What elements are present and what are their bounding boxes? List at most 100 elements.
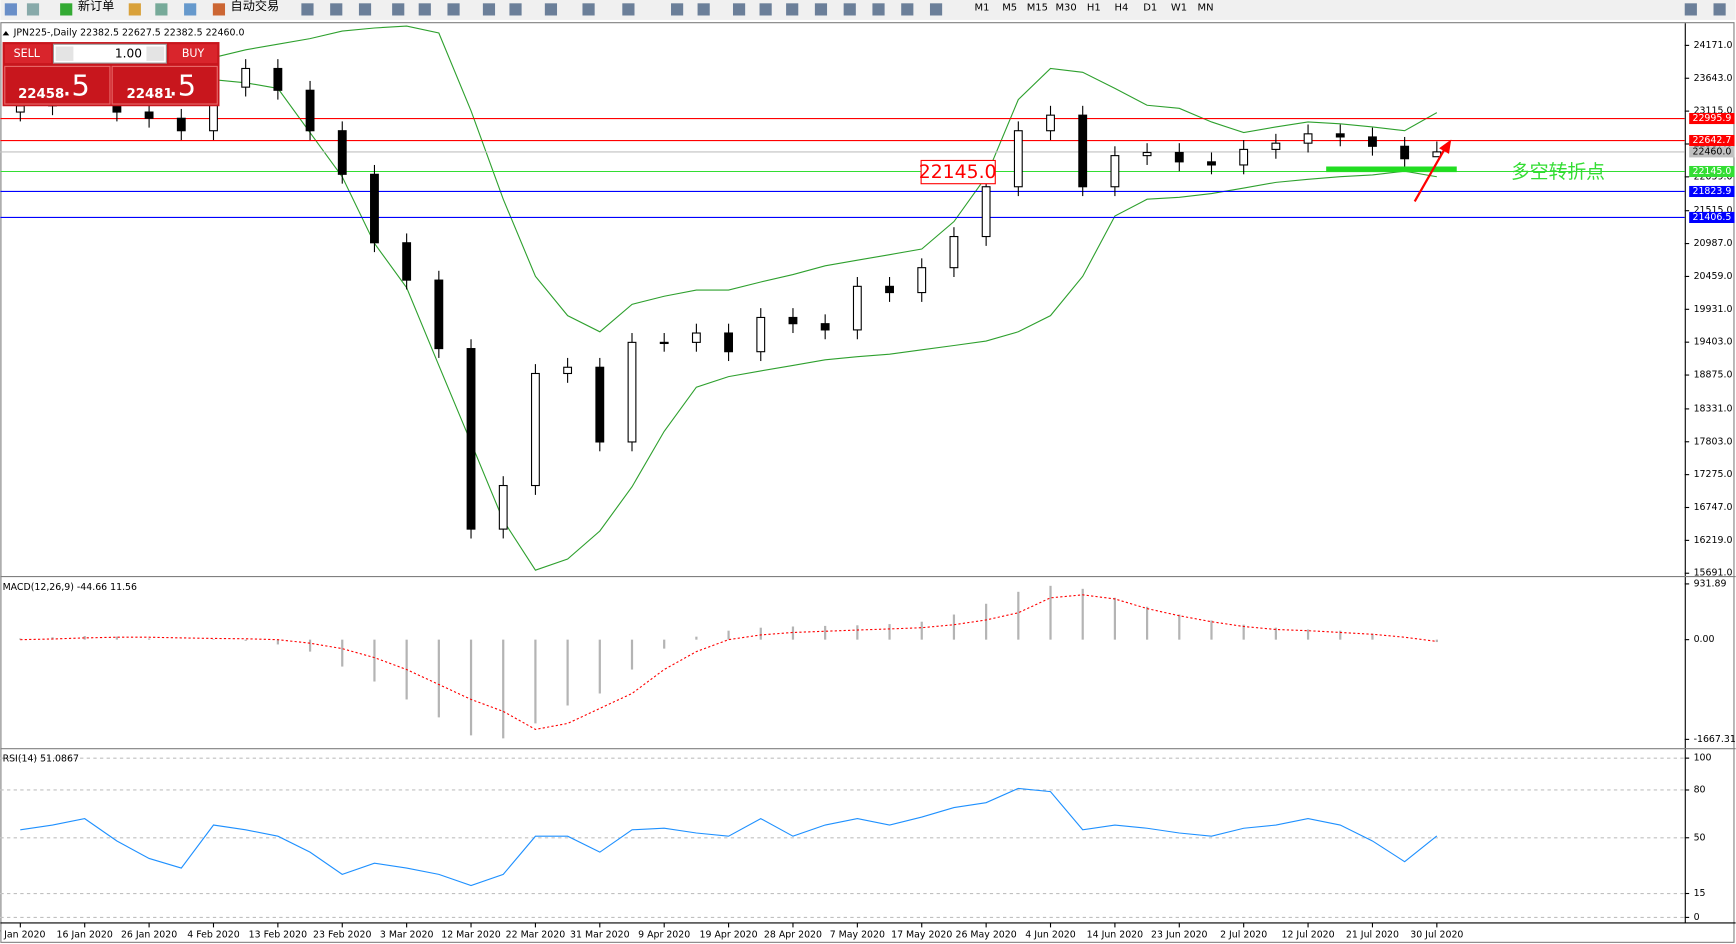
lot-input[interactable] <box>52 43 167 64</box>
x-tick-label: 13 Feb 2020 <box>249 930 307 941</box>
y-tick-label: 50 <box>1694 832 1706 843</box>
icon[interactable] <box>582 3 595 16</box>
candle-body <box>1142 151 1152 157</box>
lot-up[interactable] <box>146 46 165 61</box>
lot-down[interactable] <box>55 46 74 61</box>
icon[interactable] <box>814 3 828 16</box>
one-click-trading-panel: SELL 1.00 BUY 22458 .5 22481 .5 <box>2 42 220 107</box>
icon[interactable] <box>509 3 522 16</box>
sell-price-frac: .5 <box>62 68 89 102</box>
auto-trading-icon[interactable] <box>212 3 226 16</box>
sell-label[interactable]: SELL <box>14 47 41 60</box>
icon[interactable] <box>301 3 314 16</box>
icon[interactable] <box>128 3 141 16</box>
icon[interactable] <box>330 3 343 16</box>
toolbar-icons <box>301 3 1726 16</box>
price-level-tag <box>1689 165 1735 178</box>
y-tick-label: -1667.31 <box>1694 734 1736 745</box>
x-tick-label: 28 Apr 2020 <box>764 930 822 941</box>
candle-body <box>1110 155 1120 188</box>
price-level-label: 22995.9 <box>1692 113 1731 124</box>
icon[interactable] <box>759 3 772 16</box>
sell-price: 22458 <box>18 87 64 102</box>
price-level-tag <box>1689 134 1735 147</box>
icon[interactable] <box>1713 3 1726 16</box>
sell-price-box[interactable] <box>4 65 111 105</box>
icon[interactable] <box>447 3 460 16</box>
timeframe-button[interactable]: W1 <box>1171 3 1187 14</box>
plot-area: 24171.023643.023115.022587.022059.021515… <box>0 25 1736 941</box>
auto-trading-button[interactable]: 自动交易 <box>231 0 280 13</box>
timeframe-button[interactable]: D1 <box>1143 3 1157 14</box>
candle-body <box>434 279 444 350</box>
buy-price: 22481 <box>127 87 173 102</box>
icon[interactable] <box>358 3 372 16</box>
y-tick-label: 16219.0 <box>1694 535 1733 546</box>
icon[interactable] <box>544 3 558 16</box>
y-tick-label: 15691.0 <box>1694 568 1733 579</box>
timeframe-button[interactable]: H4 <box>1115 3 1129 14</box>
icon[interactable] <box>732 3 746 16</box>
candle-body <box>144 111 154 119</box>
x-tick-label: 23 Jun 2020 <box>1151 930 1208 941</box>
sell-button[interactable] <box>4 44 52 64</box>
icon[interactable] <box>392 3 405 16</box>
y-tick-label: 0.00 <box>1694 634 1715 645</box>
icon[interactable] <box>482 3 496 16</box>
icon[interactable] <box>1684 3 1697 16</box>
candle-body <box>885 285 894 294</box>
candle-body <box>852 285 862 331</box>
x-tick-label: 21 Jul 2020 <box>1346 930 1399 941</box>
timeframe-button[interactable]: M15 <box>1027 3 1048 14</box>
timeframe-button[interactable]: M1 <box>975 3 990 14</box>
candle-body <box>1046 114 1055 132</box>
icon[interactable] <box>872 3 885 16</box>
candle-body <box>724 332 734 353</box>
candle-body <box>691 332 701 343</box>
buy-button[interactable] <box>168 44 218 64</box>
candle-body <box>1013 130 1023 188</box>
icon[interactable] <box>622 3 635 16</box>
price-level-tag <box>1689 112 1735 125</box>
timeframe-button[interactable]: MN <box>1198 3 1214 14</box>
timeframe-button[interactable]: H1 <box>1087 3 1101 14</box>
annotation-label: 多空转折点 <box>1511 161 1605 183</box>
icon[interactable] <box>418 3 431 16</box>
candle-body <box>756 316 766 353</box>
lot-value[interactable]: 1.00 <box>115 47 142 61</box>
x-tick-label: 12 Mar 2020 <box>441 930 501 941</box>
x-tick-label: 7 Jan 2020 <box>0 930 46 941</box>
annotation-box <box>920 159 996 185</box>
new-order-icon[interactable] <box>60 3 73 16</box>
icon[interactable] <box>786 3 799 16</box>
icon[interactable] <box>697 3 710 16</box>
arrow <box>1413 146 1447 202</box>
icon[interactable] <box>26 3 40 16</box>
candle-body <box>1400 145 1410 160</box>
y-tick-label: 18331.0 <box>1694 403 1733 414</box>
icon[interactable] <box>671 3 684 16</box>
price-level-label: 21823.9 <box>1692 186 1731 197</box>
candle-body <box>981 186 991 238</box>
new-order-button[interactable]: 新订单 <box>78 0 114 13</box>
icon[interactable] <box>901 3 914 16</box>
buy-label[interactable]: BUY <box>182 47 205 60</box>
timeframe-button[interactable]: M5 <box>1002 3 1017 14</box>
icon[interactable] <box>155 3 168 16</box>
x-tick-label: 19 Apr 2020 <box>700 930 758 941</box>
icon[interactable] <box>929 3 943 16</box>
candle-body <box>305 89 315 132</box>
icon[interactable] <box>184 3 197 16</box>
icon[interactable] <box>843 3 856 16</box>
y-tick-label: 19931.0 <box>1694 304 1733 315</box>
y-tick-label: 15 <box>1694 888 1706 899</box>
indicator-title: MACD(12,26,9) -44.66 11.56 <box>3 582 137 593</box>
candle-body <box>1207 161 1216 166</box>
candle-body <box>1271 142 1281 150</box>
x-tick-label: 17 May 2020 <box>891 930 952 941</box>
timeframe-button[interactable]: M30 <box>1055 3 1076 14</box>
y-tick-label: 80 <box>1694 784 1706 795</box>
buy-price-box[interactable] <box>111 65 218 105</box>
icon[interactable] <box>4 3 17 16</box>
